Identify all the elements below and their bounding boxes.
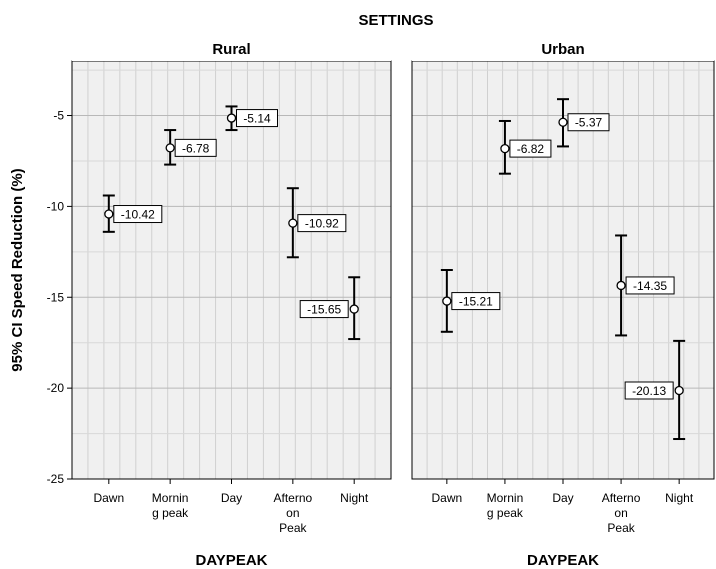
data-label-box bbox=[509, 139, 552, 158]
data-label-box bbox=[624, 381, 674, 400]
x-tick-label: Mornin g peak bbox=[152, 491, 189, 520]
data-label-box bbox=[174, 138, 217, 157]
mean-point bbox=[558, 117, 568, 127]
chart-title: SETTINGS bbox=[358, 12, 433, 29]
x-tick-label-line: Afterno bbox=[602, 491, 641, 505]
x-tick-label-line: Mornin bbox=[152, 491, 189, 505]
error-bar-3: -14.35 bbox=[615, 234, 675, 337]
x-tick-label-line: g peak bbox=[487, 506, 524, 520]
data-label: -10.92 bbox=[305, 217, 339, 231]
y-tick-label: -15 bbox=[47, 290, 65, 304]
y-tick-label: -10 bbox=[47, 199, 65, 213]
x-tick-label-line: on bbox=[286, 506, 299, 520]
mean-point bbox=[226, 113, 237, 123]
x-tick-label: Mornin g peak bbox=[487, 491, 524, 520]
mean-point bbox=[500, 143, 510, 154]
x-tick-label-line: Night bbox=[665, 491, 694, 505]
x-tick-label: Afterno on Peak bbox=[273, 491, 312, 535]
panel-title: Urban bbox=[541, 41, 584, 58]
data-label: -5.37 bbox=[575, 116, 603, 130]
error-bar-2: -5.37 bbox=[557, 98, 610, 148]
x-tick-label-line: Day bbox=[552, 491, 573, 505]
panel-rural: Rural -5 -10 -15 -20 -25 Dawn Mornin g peak Day Af… bbox=[47, 39, 392, 569]
data-label: -6.82 bbox=[517, 142, 545, 156]
x-tick-label-line: Peak bbox=[607, 521, 635, 535]
data-label: -15.65 bbox=[307, 303, 341, 317]
error-bar-2: -5.14 bbox=[225, 105, 278, 132]
x-tick-label: Dawn bbox=[93, 491, 124, 505]
error-bar-3: -10.92 bbox=[286, 187, 347, 259]
x-tick-label-line: on bbox=[614, 506, 627, 520]
y-tick-label: -20 bbox=[47, 381, 65, 395]
x-tick-label-line: Afterno bbox=[273, 491, 312, 505]
panel-header bbox=[412, 39, 714, 61]
data-label: -15.21 bbox=[459, 295, 493, 309]
error-bar-4: -20.13 bbox=[624, 339, 686, 441]
x-axis-label: DAYPEAK bbox=[527, 552, 599, 569]
x-tick-label-line: Peak bbox=[279, 521, 307, 535]
data-label-box bbox=[567, 113, 610, 132]
x-tick-label: Night bbox=[665, 491, 694, 505]
data-label-box bbox=[451, 292, 501, 311]
error-bar-1: -6.78 bbox=[164, 129, 217, 166]
x-tick-label: Day bbox=[221, 491, 242, 505]
data-label: -20.13 bbox=[632, 384, 666, 398]
error-bar-0: -10.42 bbox=[102, 194, 163, 233]
data-label: -10.42 bbox=[121, 208, 155, 222]
mean-point bbox=[674, 385, 684, 396]
mean-point bbox=[104, 209, 114, 219]
x-tick-label-line: Mornin bbox=[487, 491, 524, 505]
data-label-box bbox=[299, 300, 349, 319]
panel-header bbox=[72, 39, 391, 61]
mean-point bbox=[442, 296, 452, 306]
data-label-box bbox=[297, 214, 347, 233]
error-bar-1: -6.82 bbox=[498, 119, 552, 175]
x-tick-label-line: Day bbox=[221, 491, 242, 505]
mean-point bbox=[165, 143, 175, 153]
x-tick-label: Afterno on Peak bbox=[602, 491, 641, 535]
x-tick-label-line: g peak bbox=[152, 506, 189, 520]
y-tick-label: -5 bbox=[53, 109, 64, 123]
mean-point bbox=[616, 280, 626, 291]
x-tick-label: Night bbox=[340, 491, 369, 505]
panel-urban: Urban Dawn Mornin g peak Day Afterno on Peak Nig… bbox=[411, 39, 715, 569]
data-label: -6.78 bbox=[182, 141, 210, 155]
x-tick-label: Day bbox=[552, 491, 573, 505]
x-tick-label: Dawn bbox=[432, 491, 463, 505]
y-tick-label: -25 bbox=[47, 472, 65, 486]
x-tick-label-line: Dawn bbox=[432, 491, 463, 505]
mean-point bbox=[288, 218, 298, 228]
data-label-box bbox=[113, 205, 163, 224]
panel-title: Rural bbox=[212, 41, 250, 58]
data-label: -5.14 bbox=[243, 112, 271, 126]
x-tick-label-line: Night bbox=[340, 491, 369, 505]
data-label-box bbox=[625, 276, 675, 295]
data-label: -14.35 bbox=[633, 279, 667, 293]
error-bar-4: -15.65 bbox=[299, 276, 361, 341]
x-tick-label-line: Dawn bbox=[93, 491, 124, 505]
error-bar-0: -15.21 bbox=[440, 269, 501, 333]
data-label-box bbox=[236, 109, 278, 128]
mean-point bbox=[349, 304, 359, 314]
x-axis-label: DAYPEAK bbox=[196, 552, 268, 569]
y-axis-label: 95% CI Speed Reduction (%) bbox=[9, 168, 26, 371]
